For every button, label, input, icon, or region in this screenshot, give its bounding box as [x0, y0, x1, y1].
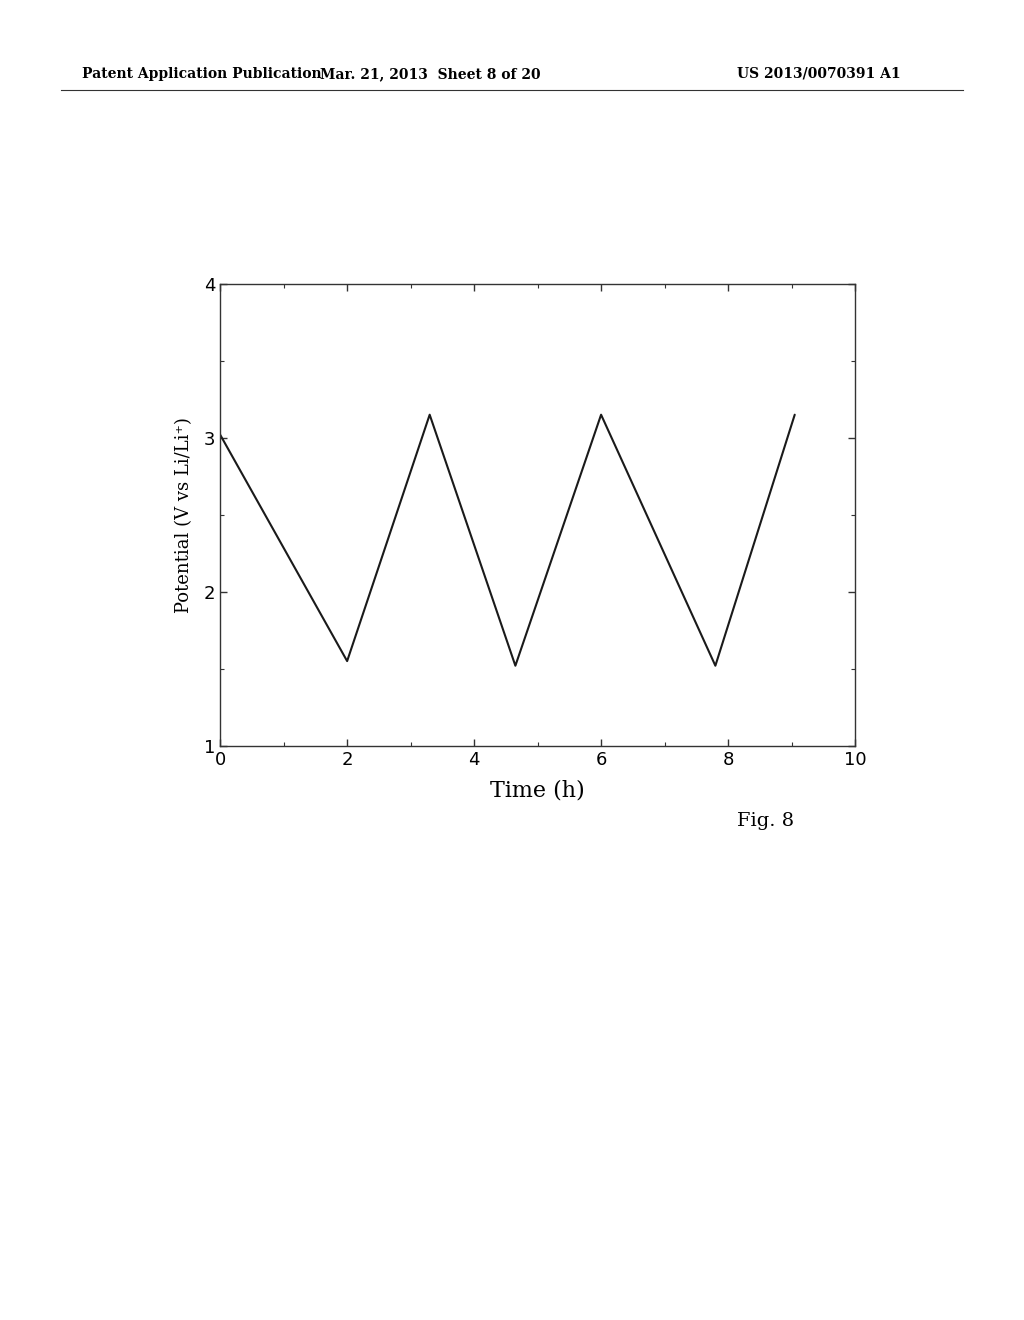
Text: Mar. 21, 2013  Sheet 8 of 20: Mar. 21, 2013 Sheet 8 of 20: [319, 67, 541, 81]
X-axis label: Time (h): Time (h): [490, 780, 585, 801]
Text: US 2013/0070391 A1: US 2013/0070391 A1: [737, 67, 901, 81]
Y-axis label: Potential (V vs Li/Li⁺): Potential (V vs Li/Li⁺): [175, 417, 193, 612]
Text: Patent Application Publication: Patent Application Publication: [82, 67, 322, 81]
Text: Fig. 8: Fig. 8: [737, 812, 795, 830]
